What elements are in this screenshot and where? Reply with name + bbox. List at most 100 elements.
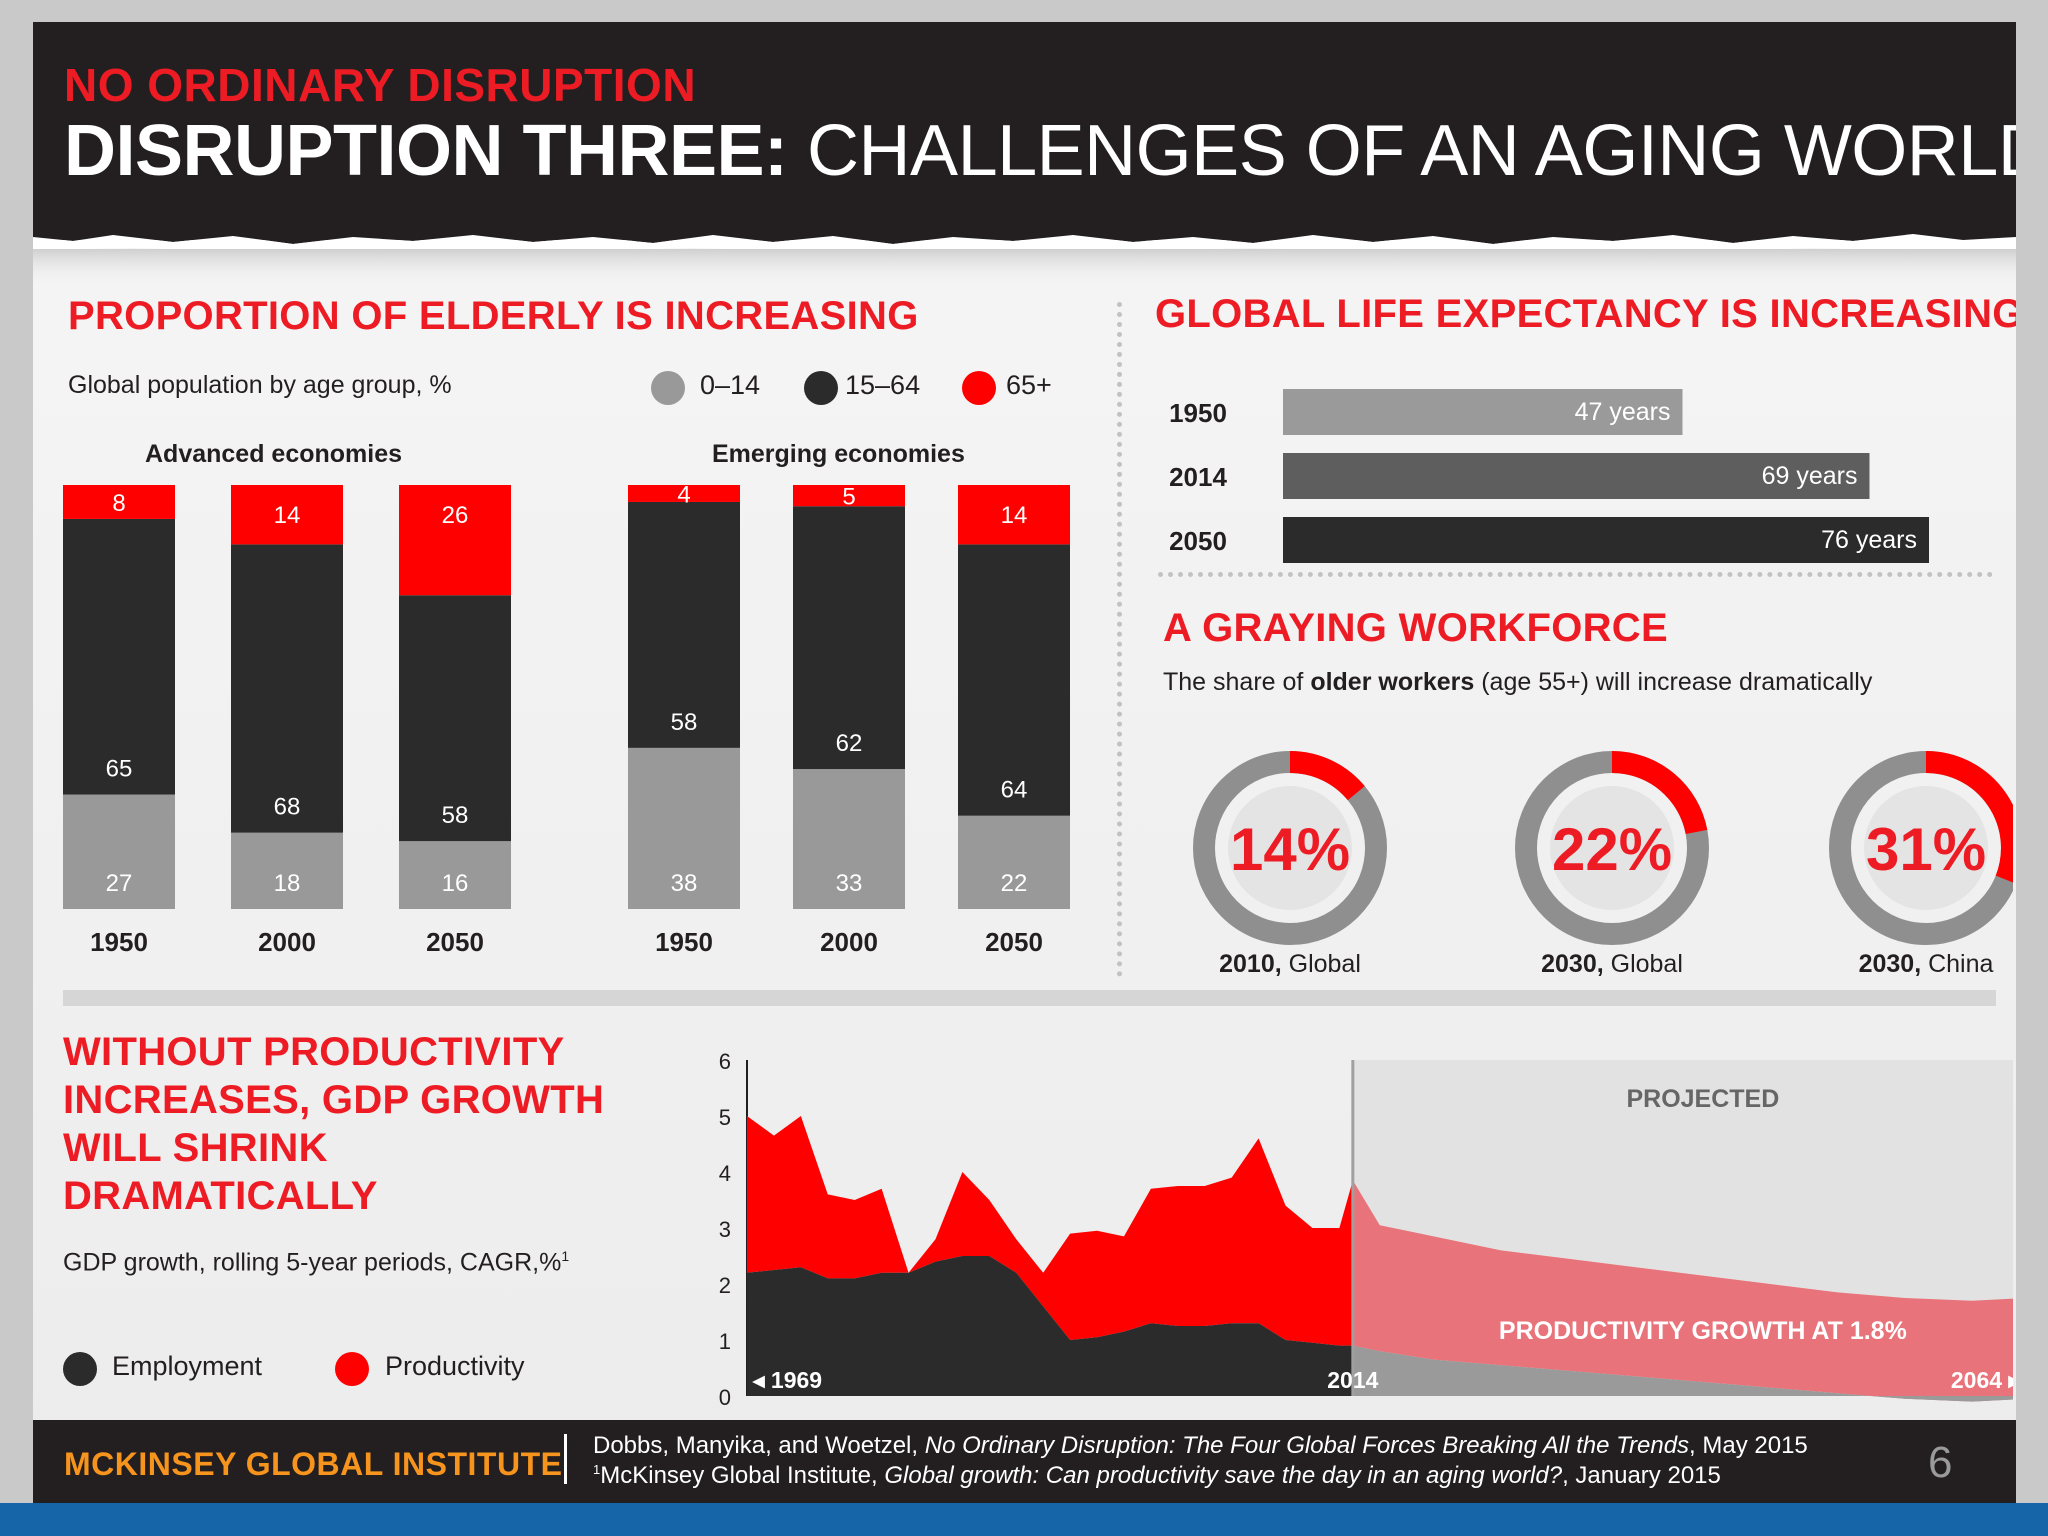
torn-edge xyxy=(33,227,2016,287)
workforce-subtitle-post: (age 55+) will increase dramatically xyxy=(1474,668,1873,696)
life-bar-label: 76 years xyxy=(1821,526,1917,554)
bar-segment xyxy=(958,485,1070,545)
bar-segment xyxy=(231,485,343,545)
bar-value-label: 5 xyxy=(842,484,855,511)
title-rest: CHALLENGES OF AN AGING WORLD xyxy=(807,111,2016,191)
workforce-subtitle-pre: The share of xyxy=(1163,668,1311,696)
bar-segment xyxy=(628,501,740,748)
employment-area xyxy=(747,1256,1353,1396)
bar-segment xyxy=(63,518,175,795)
footer-citation-1: Dobbs, Manyika, and Woetzel, No Ordinary… xyxy=(593,1432,1808,1460)
cite2-mark: 1 xyxy=(593,1462,601,1477)
employment-area-projected xyxy=(1352,1345,2013,1402)
footer-separator xyxy=(564,1434,567,1484)
globe-icon xyxy=(1550,786,1674,910)
gdp-title-line-4: DRAMATICALLY xyxy=(63,1174,378,1218)
legend-dot-0-14 xyxy=(651,371,685,405)
x-end-label: 2064 ▸ xyxy=(1951,1367,2013,1393)
bar-value-label: 65 xyxy=(106,756,133,783)
bar-value-label: 8 xyxy=(112,490,125,517)
bar-value-label: 16 xyxy=(442,870,469,897)
bar-segment xyxy=(231,832,343,909)
bar-value-label: 26 xyxy=(442,502,469,529)
cite1-pre: Dobbs, Manyika, and Woetzel, xyxy=(593,1432,925,1459)
productivity-annotation: PRODUCTIVITY GROWTH AT 1.8% xyxy=(1499,1317,1907,1345)
workforce-subtitle-bold: older workers xyxy=(1310,668,1475,696)
y-tick-label: 1 xyxy=(719,1329,731,1354)
x-tick-label: 2050 xyxy=(985,927,1043,957)
life-bar-label: 47 years xyxy=(1575,398,1671,426)
bar-segment xyxy=(793,506,905,770)
bar-value-label: 58 xyxy=(671,709,698,736)
bar-segment xyxy=(793,769,905,909)
bar-value-label: 22 xyxy=(1001,870,1028,897)
gdp-title-line-3: WILL SHRINK xyxy=(63,1126,328,1170)
life-bar-label: 69 years xyxy=(1762,462,1858,490)
donut-percent-label: 31% xyxy=(1866,816,1986,883)
bar-value-label: 64 xyxy=(1001,777,1028,804)
bar-value-label: 33 xyxy=(836,870,863,897)
legend-dot-65plus xyxy=(962,371,996,405)
bar-segment xyxy=(399,485,511,596)
section-divider-vertical xyxy=(1117,302,1122,977)
group-label-advanced: Advanced economies xyxy=(145,440,403,468)
y-tick-label: 6 xyxy=(719,1049,731,1074)
bar-segment xyxy=(399,595,511,842)
life-year-label: 1950 xyxy=(1169,398,1227,428)
bar-segment xyxy=(958,815,1070,909)
gdp-subtitle-text: GDP growth, rolling 5-year periods, CAGR… xyxy=(63,1248,562,1277)
productivity-area xyxy=(747,1116,1353,1346)
bottom-accent-bar xyxy=(0,1503,2048,1536)
footer: MCKINSEY GLOBAL INSTITUTE Dobbs, Manyika… xyxy=(33,1420,2016,1503)
workforce-subtitle: The share of older workers (age 55+) wil… xyxy=(1163,668,1872,697)
footer-org: MCKINSEY GLOBAL INSTITUTE xyxy=(64,1446,563,1482)
globe-icon xyxy=(1228,786,1352,910)
group-label-emerging: Emerging economies xyxy=(712,440,965,468)
donut-arc xyxy=(1611,751,1708,835)
life-bar xyxy=(1283,453,1870,499)
legend-label-employment: Employment xyxy=(112,1351,263,1381)
y-tick-label: 3 xyxy=(719,1217,731,1242)
bar-value-label: 18 xyxy=(274,870,301,897)
donut-arc xyxy=(1925,751,2013,883)
bar-value-label: 14 xyxy=(274,502,301,529)
x-mid-label: 2014 xyxy=(1327,1367,1378,1393)
title-bold: DISRUPTION THREE: xyxy=(64,111,788,191)
x-tick-label: 1950 xyxy=(655,927,713,957)
legend-label-productivity: Productivity xyxy=(385,1351,525,1381)
header-kicker: NO ORDINARY DISRUPTION xyxy=(64,59,697,111)
gdp-subtitle: GDP growth, rolling 5-year periods, CAGR… xyxy=(63,1248,569,1277)
header-band: NO ORDINARY DISRUPTION DISRUPTION THREE:… xyxy=(33,22,2016,240)
life-year-label: 2050 xyxy=(1169,526,1227,556)
page-number: 6 xyxy=(1928,1438,1953,1487)
donut-caption: 2030, Global xyxy=(1541,950,1683,978)
cite2-italic: Global growth: Can productivity save the… xyxy=(884,1462,1563,1489)
gdp-title: WITHOUT PRODUCTIVITY INCREASES, GDP GROW… xyxy=(63,1028,604,1220)
legend-dot-15-64 xyxy=(804,371,838,405)
legend-label-0-14: 0–14 xyxy=(700,370,761,400)
section-divider-horizontal xyxy=(1158,572,1993,577)
gdp-footnote-mark: 1 xyxy=(561,1248,570,1264)
donut-charts: 14% 2010, Global 22% 2030, Global 31% 2030, C… xyxy=(1193,751,2013,978)
bar-segment xyxy=(231,544,343,833)
workforce-title: A GRAYING WORKFORCE xyxy=(1163,606,1668,650)
legend-dot-employment xyxy=(63,1352,97,1386)
donut-caption: 2010, Global xyxy=(1219,950,1361,978)
donut-percent-label: 22% xyxy=(1552,816,1672,883)
bar-segment xyxy=(628,747,740,909)
cite1-post: , May 2015 xyxy=(1689,1432,1808,1459)
productivity-area-projected xyxy=(1352,1180,2013,1402)
y-tick-label: 5 xyxy=(719,1105,731,1130)
life-title: GLOBAL LIFE EXPECTANCY IS INCREASING xyxy=(1155,292,2016,336)
globe-icon xyxy=(1864,786,1988,910)
bar-value-label: 58 xyxy=(442,802,469,829)
bar-segment xyxy=(63,794,175,909)
gdp-area-chart: 0 1 2 3 4 5 6 PROJECTED PRODUCTIVITY GROWTH AT 1… xyxy=(719,1049,2013,1410)
gdp-title-line-2: INCREASES, GDP GROWTH xyxy=(63,1078,605,1122)
footer-citation-2: 1McKinsey Global Institute, Global growt… xyxy=(593,1462,1721,1490)
bar-value-label: 38 xyxy=(671,870,698,897)
page-title: DISRUPTION THREE: CHALLENGES OF AN AGING… xyxy=(64,110,2016,192)
x-tick-label: 2000 xyxy=(258,927,316,957)
donut-percent-label: 14% xyxy=(1230,816,1350,883)
slide: NO ORDINARY DISRUPTION DISRUPTION THREE:… xyxy=(33,22,2016,1503)
